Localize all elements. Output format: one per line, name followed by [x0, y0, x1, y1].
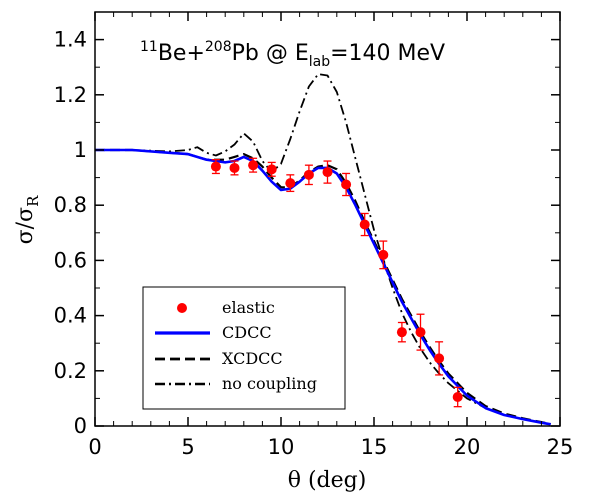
elastic-data-point: [396, 327, 407, 338]
x-tick-label: 10: [268, 435, 295, 459]
legend-marker-elastic: [177, 303, 187, 313]
legend: elastic CDCC XCDCC no coupling: [142, 286, 346, 410]
x-tick-label: 15: [361, 435, 388, 459]
title-projectile: Be+: [158, 41, 205, 66]
elastic-data-point: [229, 162, 240, 173]
elastic-data-point: [434, 353, 445, 364]
elastic-data-point: [303, 169, 314, 180]
elastic-data-point: [415, 327, 426, 338]
elastic-data-point: [359, 219, 370, 230]
nocoupling-curve: [95, 73, 551, 426]
y-tick-label: 1.2: [54, 83, 87, 107]
xcdcc-curve: [95, 148, 551, 426]
elastic-data-point: [285, 178, 296, 189]
y-tick-label: 1: [74, 138, 87, 162]
y-tick-label: 0.8: [54, 193, 87, 217]
y-tick-label: 0.4: [54, 304, 87, 328]
elastic-data-point: [378, 249, 389, 260]
y-axis-label-sub: R: [24, 195, 42, 207]
plot-frame: [94, 11, 561, 427]
elastic-data-point: [266, 164, 277, 175]
y-tick-label: 0.6: [54, 248, 87, 272]
title-mass-number-be: 11: [140, 39, 158, 55]
x-tick-label: 0: [88, 435, 101, 459]
x-tick-label: 5: [181, 435, 194, 459]
y-axis-label: σ/σR: [13, 195, 42, 244]
legend-box: [142, 286, 346, 410]
y-tick-label: 0: [74, 414, 87, 438]
elastic-data-points: [210, 157, 463, 408]
legend-label-cdcc: CDCC: [222, 323, 272, 342]
elastic-data-point: [452, 392, 463, 403]
legend-label-xcdcc: XCDCC: [222, 349, 283, 368]
title-mass-number-pb: 208: [205, 39, 232, 55]
title-energy-subscript: lab: [309, 54, 330, 70]
x-axis-label: θ (deg): [288, 468, 367, 493]
elastic-data-point: [322, 167, 333, 178]
chart-title: 11Be+208Pb @ Elab=140 MeV: [140, 39, 445, 70]
x-tick-label: 25: [547, 435, 574, 459]
y-axis-label-main: σ/σ: [13, 207, 38, 244]
legend-label-nocoupling: no coupling: [222, 374, 317, 393]
axis-ticks: 0 5 10 15 20 25 0 0.2 0.4 0.6 0.8 1 1.2 1.4: [54, 11, 574, 459]
legend-label-elastic: elastic: [222, 298, 275, 317]
elastic-data-point: [341, 179, 352, 190]
y-tick-label: 0.2: [54, 359, 87, 383]
title-energy-value: =140 MeV: [330, 41, 445, 66]
elastic-data-point: [210, 161, 221, 172]
elastic-data-point: [248, 160, 259, 171]
x-tick-label: 20: [454, 435, 481, 459]
y-tick-label: 1.4: [54, 28, 87, 52]
title-target: Pb @ E: [232, 41, 309, 66]
